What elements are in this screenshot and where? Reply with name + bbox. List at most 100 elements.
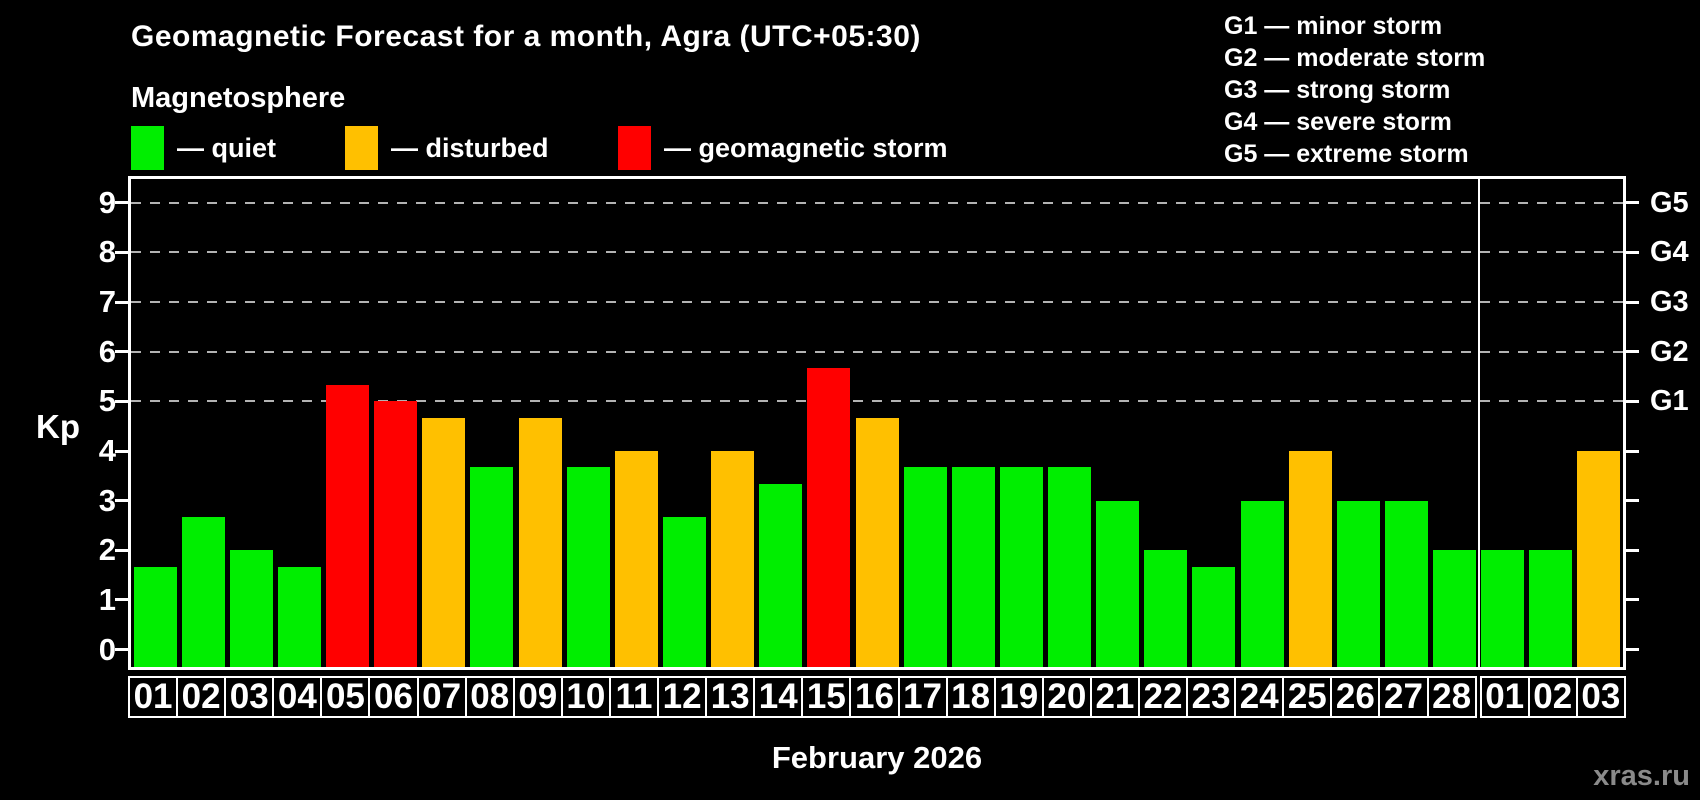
day-label-10: 10 bbox=[560, 676, 611, 718]
y-tick-label-7: 7 bbox=[98, 284, 116, 320]
day-label-01: 01 bbox=[128, 676, 179, 718]
tick-mark bbox=[1626, 201, 1639, 205]
day-label-08: 08 bbox=[464, 676, 515, 718]
page-title: Geomagnetic Forecast for a month, Agra (… bbox=[131, 20, 921, 53]
bar-day-26 bbox=[1336, 500, 1380, 667]
storm-scale-line: G3 — strong storm bbox=[1224, 76, 1451, 104]
tick-mark bbox=[115, 250, 128, 254]
day-label-01-next-month: 01 bbox=[1479, 676, 1530, 718]
day-label-05: 05 bbox=[320, 676, 371, 718]
day-label-24: 24 bbox=[1234, 676, 1285, 718]
day-label-07: 07 bbox=[416, 676, 467, 718]
legend-item-storm: — geomagnetic storm bbox=[618, 126, 948, 170]
tick-mark bbox=[1626, 548, 1639, 552]
bar-day-12 bbox=[662, 517, 706, 667]
day-label-23: 23 bbox=[1186, 676, 1237, 718]
tick-mark bbox=[115, 300, 128, 304]
y-tick-label-8: 8 bbox=[98, 234, 116, 270]
y-tick-label-5: 5 bbox=[98, 383, 116, 419]
tick-mark bbox=[1626, 598, 1639, 602]
tick-mark bbox=[1626, 648, 1639, 652]
day-label-21: 21 bbox=[1089, 676, 1140, 718]
bar-day-07 bbox=[422, 417, 466, 667]
g-level-label-g2: G2 bbox=[1650, 335, 1689, 368]
day-label-09: 09 bbox=[512, 676, 563, 718]
bar-day-01-next-month bbox=[1481, 550, 1525, 667]
legend-swatch-quiet bbox=[131, 126, 164, 170]
tick-mark bbox=[115, 598, 128, 602]
storm-scale-line: G2 — moderate storm bbox=[1224, 44, 1486, 72]
day-label-02-next-month: 02 bbox=[1527, 676, 1578, 718]
day-label-25: 25 bbox=[1282, 676, 1333, 718]
storm-scale-line: G4 — severe storm bbox=[1224, 108, 1452, 136]
day-label-11: 11 bbox=[608, 676, 660, 718]
g-level-label-g4: G4 bbox=[1650, 236, 1689, 269]
chart-plot-area bbox=[128, 176, 1626, 670]
gridline-kp7 bbox=[131, 301, 1623, 304]
bar-day-21 bbox=[1096, 500, 1140, 667]
gridline-kp9 bbox=[131, 201, 1623, 204]
bar-day-23 bbox=[1192, 566, 1236, 667]
bar-day-10 bbox=[566, 467, 610, 667]
day-label-03-next-month: 03 bbox=[1575, 676, 1626, 718]
tick-mark bbox=[115, 648, 128, 652]
storm-scale-line: G5 — extreme storm bbox=[1224, 140, 1469, 168]
day-label-16: 16 bbox=[849, 676, 900, 718]
day-label-19: 19 bbox=[993, 676, 1044, 718]
day-label-04: 04 bbox=[272, 676, 323, 718]
day-label-18: 18 bbox=[945, 676, 996, 718]
y-tick-label-3: 3 bbox=[98, 482, 116, 518]
g-level-label-g3: G3 bbox=[1650, 286, 1689, 319]
bar-day-02-next-month bbox=[1529, 550, 1573, 667]
tick-mark bbox=[115, 399, 128, 403]
day-label-26: 26 bbox=[1330, 676, 1381, 718]
bar-day-15 bbox=[807, 368, 851, 667]
legend-item-quiet: — quiet bbox=[131, 126, 276, 170]
bar-day-11 bbox=[614, 451, 658, 667]
tick-mark bbox=[1626, 449, 1639, 453]
day-label-28: 28 bbox=[1426, 676, 1477, 718]
day-label-06: 06 bbox=[368, 676, 419, 718]
day-label-13: 13 bbox=[705, 676, 756, 718]
day-label-17: 17 bbox=[897, 676, 948, 718]
y-tick-label-0: 0 bbox=[98, 631, 116, 667]
bar-day-24 bbox=[1240, 500, 1284, 667]
bar-day-04 bbox=[277, 566, 321, 667]
day-label-12: 12 bbox=[657, 676, 708, 718]
gridline-kp6 bbox=[131, 350, 1623, 353]
tick-mark bbox=[1626, 300, 1639, 304]
bar-day-14 bbox=[759, 484, 803, 667]
bar-day-16 bbox=[855, 417, 899, 667]
kp-axis-label: Kp bbox=[36, 408, 80, 445]
day-label-27: 27 bbox=[1378, 676, 1429, 718]
bar-day-25 bbox=[1288, 451, 1332, 667]
y-tick-label-6: 6 bbox=[98, 333, 116, 369]
tick-mark bbox=[1626, 399, 1639, 403]
gridline-kp8 bbox=[131, 251, 1623, 254]
bar-day-02 bbox=[181, 517, 225, 667]
legend-swatch-disturbed bbox=[345, 126, 378, 170]
tick-mark bbox=[115, 350, 128, 354]
day-axis: 01 02 03 04 05 06 07 08 09 10 11 12 13 14 15 16 17 18 19 20… bbox=[128, 676, 1626, 718]
legend-label-quiet: — quiet bbox=[177, 132, 276, 163]
day-label-22: 22 bbox=[1137, 676, 1189, 718]
storm-scale-legend: G1 — minor storm G2 — moderate storm G3 — … bbox=[1224, 10, 1485, 170]
month-separator-line bbox=[1477, 179, 1480, 667]
storm-scale-line: G1 — minor storm bbox=[1224, 12, 1443, 40]
bar-day-19 bbox=[999, 467, 1043, 667]
subtitle-magnetosphere: Magnetosphere bbox=[131, 82, 346, 114]
bar-day-01 bbox=[133, 566, 177, 667]
bar-day-13 bbox=[711, 451, 755, 667]
legend-label-disturbed: — disturbed bbox=[391, 132, 549, 163]
y-tick-label-1: 1 bbox=[98, 581, 116, 617]
bar-day-22 bbox=[1144, 550, 1188, 667]
bar-day-03-next-month bbox=[1577, 451, 1621, 667]
tick-mark bbox=[115, 201, 128, 205]
tick-mark bbox=[1626, 499, 1639, 503]
tick-mark bbox=[115, 449, 128, 453]
day-label-02: 02 bbox=[176, 676, 227, 718]
watermark-xras: xras.ru bbox=[1593, 760, 1690, 792]
legend-label-storm: — geomagnetic storm bbox=[664, 132, 948, 163]
bar-day-03 bbox=[229, 550, 273, 667]
bar-day-27 bbox=[1384, 500, 1428, 667]
